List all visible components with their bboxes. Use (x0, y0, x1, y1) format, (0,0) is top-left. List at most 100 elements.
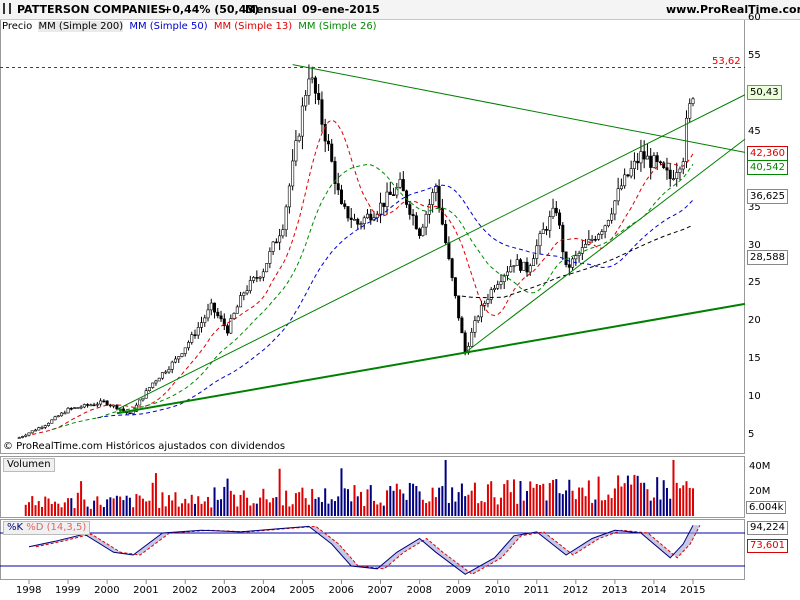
volume-bar (584, 496, 587, 516)
candle-body (317, 92, 321, 101)
volume-bar (288, 506, 291, 516)
volume-bar (164, 506, 167, 516)
volume-bar (669, 498, 672, 516)
candle-body (626, 174, 630, 177)
candle-body (304, 95, 308, 107)
candle-body (89, 404, 93, 407)
candle-body (265, 263, 269, 273)
volume-bar (617, 475, 620, 516)
candle-body (281, 229, 285, 237)
volume-bar (412, 483, 415, 516)
candle-body (486, 299, 490, 304)
candle-body (320, 99, 324, 125)
candle-body (444, 223, 448, 244)
volume-bar (31, 496, 34, 516)
volume-bar (210, 507, 213, 516)
volume-bar (246, 497, 249, 516)
candle-body (401, 179, 405, 192)
candle-body (196, 327, 200, 336)
candle-body (183, 347, 187, 354)
stoch-fill (29, 525, 700, 575)
candle-body (177, 356, 181, 360)
volume-tick-20m: 20M (749, 486, 771, 497)
candle-body (271, 241, 275, 252)
volume-bar (333, 501, 336, 516)
x-tick-label: 1999 (55, 585, 81, 596)
volume-bar (128, 497, 131, 516)
candle-body (73, 407, 77, 409)
ma50-tag: 36,625 (747, 189, 788, 205)
candle-body (684, 117, 688, 162)
last-price-tag: 50,43 (747, 84, 782, 100)
candle-body (258, 276, 262, 279)
volume-bar (594, 499, 597, 516)
candle-body (186, 342, 190, 349)
candle-body (460, 317, 464, 334)
candle-body (37, 427, 41, 431)
volume-bar (278, 468, 281, 516)
volume-bar (320, 501, 323, 516)
volume-bar (197, 496, 200, 516)
volume-bar (330, 499, 333, 516)
candle-body (216, 311, 220, 317)
candle-body (636, 160, 640, 164)
volume-bar (115, 495, 118, 516)
candle-body (476, 316, 480, 322)
volume-bar (633, 474, 636, 516)
volume-bar (532, 487, 535, 516)
volume-bar (119, 496, 122, 516)
candle-body (213, 302, 217, 313)
x-tick-label: 2015 (680, 585, 706, 596)
volume-bar (441, 486, 444, 516)
candle-body (675, 172, 679, 179)
candle-body (352, 218, 356, 221)
candle-body (489, 289, 493, 300)
candle-body (619, 185, 623, 189)
volume-bar (291, 504, 294, 516)
candle-body (313, 77, 317, 94)
candle-body (479, 305, 483, 318)
x-tick-label: 2003 (211, 585, 237, 596)
volume-bar (467, 494, 470, 516)
volume-bar (685, 481, 688, 516)
candle-body (79, 406, 83, 409)
candle-body (610, 213, 614, 221)
x-tick-label: 2014 (640, 585, 667, 596)
volume-bar (37, 501, 40, 516)
candle-body (645, 155, 649, 160)
candle-body (239, 295, 243, 308)
volume-bar (652, 497, 655, 516)
x-tick-label: 2008 (406, 585, 433, 596)
candle-body (170, 361, 174, 370)
x-tick-label: 2001 (133, 585, 159, 596)
volume-bar (200, 503, 203, 516)
candle-body (151, 382, 155, 388)
rising-channel-line (116, 94, 746, 410)
candle-body (385, 191, 389, 207)
volume-bar (203, 501, 206, 516)
candle-body (356, 218, 360, 225)
candle-body (649, 155, 653, 168)
volume-bar (659, 499, 662, 516)
volume-bar (125, 495, 128, 516)
volume-bar (73, 508, 76, 516)
candle-body (398, 179, 402, 188)
volume-bar (93, 500, 96, 516)
candle-body (642, 151, 646, 160)
volume-bar (428, 501, 431, 516)
volume-bar (382, 505, 385, 516)
candle-body (515, 259, 519, 266)
volume-bar (574, 499, 577, 516)
volume-bar (464, 496, 467, 516)
candle-body (538, 233, 542, 247)
x-tick-label: 2007 (367, 585, 393, 596)
candle-body (408, 204, 412, 215)
volume-bar (499, 497, 502, 516)
candle-body (655, 155, 659, 163)
volume-bar (239, 494, 242, 516)
candle-body (567, 264, 571, 268)
candle-body (336, 183, 340, 191)
stoch-k-tag: 94,224 (747, 521, 788, 536)
candle-body (180, 353, 184, 357)
volume-bar (301, 487, 304, 516)
